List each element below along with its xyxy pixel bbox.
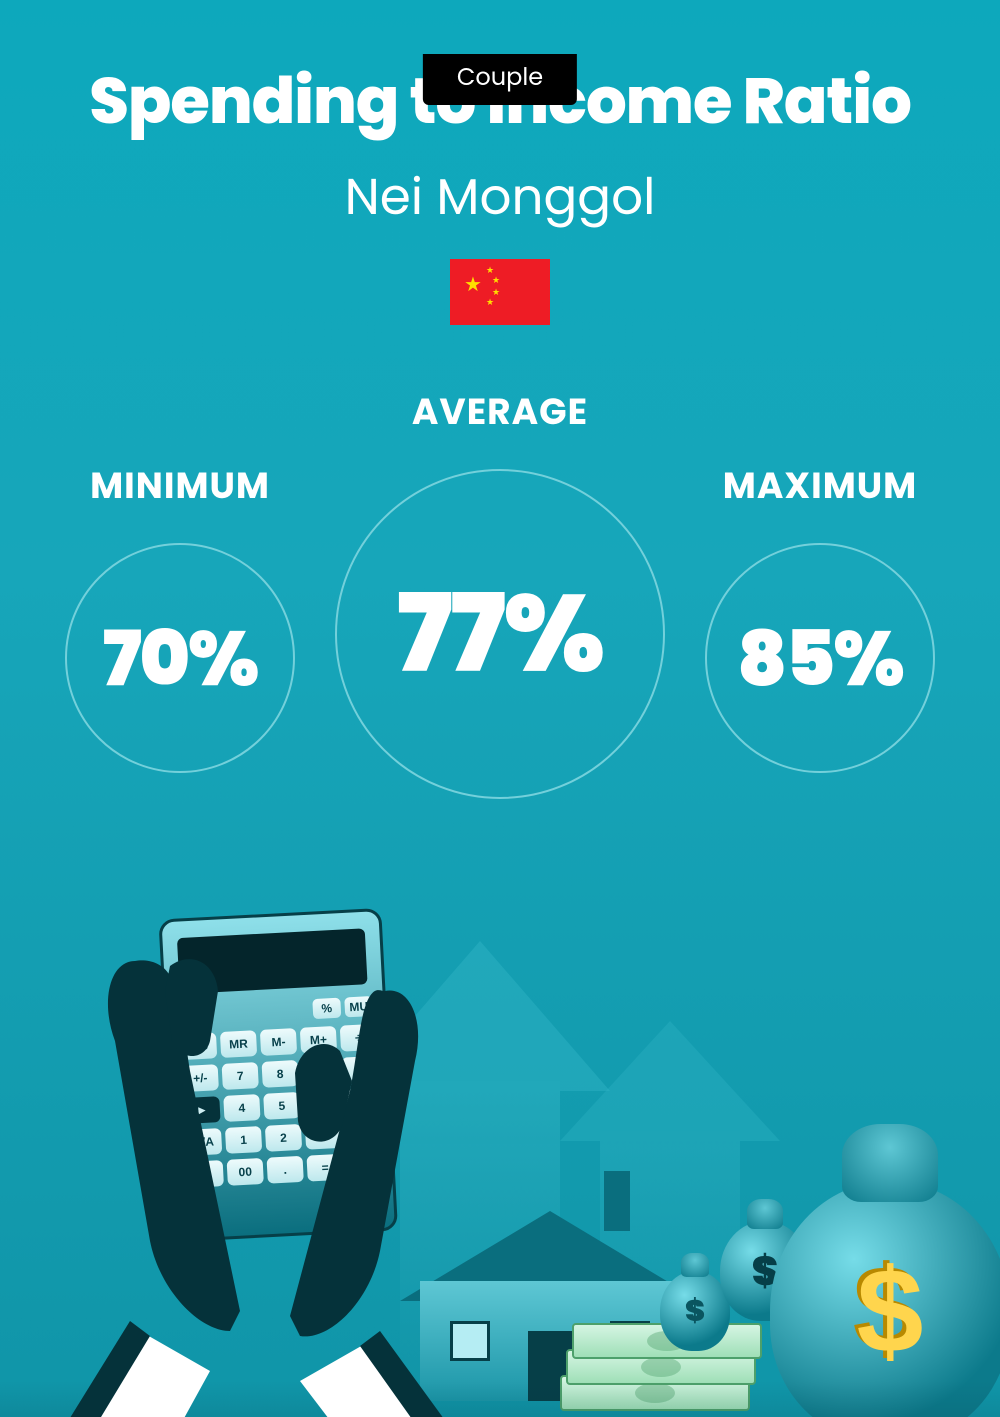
stat-maximum: MAXIMUM 85% bbox=[705, 458, 935, 773]
stat-maximum-circle: 85% bbox=[705, 543, 935, 773]
stat-average-value: 77% bbox=[397, 553, 603, 715]
stat-average-label: AVERAGE bbox=[335, 384, 665, 439]
stat-minimum-value: 70% bbox=[103, 601, 258, 716]
stats-row: MINIMUM 70% AVERAGE 77% MAXIMUM 85% bbox=[0, 384, 1000, 799]
stat-minimum-label: MINIMUM bbox=[65, 458, 295, 513]
svg-text:1: 1 bbox=[240, 1133, 248, 1147]
svg-text:MR: MR bbox=[229, 1037, 249, 1052]
stat-minimum-circle: 70% bbox=[65, 543, 295, 773]
hands-calculator-icon: % MU MC MR M- M+ ÷ +/- 7 8 9 × bbox=[40, 871, 500, 1417]
region-subtitle: Nei Monggol bbox=[0, 159, 1000, 235]
svg-text:2: 2 bbox=[280, 1131, 288, 1145]
svg-text:=: = bbox=[321, 1161, 329, 1175]
svg-text:7: 7 bbox=[237, 1069, 245, 1083]
svg-text:8: 8 bbox=[276, 1067, 284, 1081]
svg-text:+/-: +/- bbox=[193, 1071, 208, 1086]
category-tag: Couple bbox=[423, 54, 577, 105]
stat-maximum-label: MAXIMUM bbox=[705, 458, 935, 513]
stat-minimum: MINIMUM 70% bbox=[65, 458, 295, 773]
stat-maximum-value: 85% bbox=[737, 601, 902, 716]
flag-icon: ★ ★ ★ ★ ★ bbox=[450, 259, 550, 325]
stat-average: AVERAGE 77% bbox=[335, 384, 665, 799]
svg-text:%: % bbox=[321, 1001, 333, 1016]
illustration: $ $ $ % MU bbox=[0, 871, 1000, 1417]
svg-text:00: 00 bbox=[238, 1165, 252, 1180]
stat-average-circle: 77% bbox=[335, 469, 665, 799]
svg-text:M-: M- bbox=[271, 1035, 286, 1050]
svg-text:4: 4 bbox=[238, 1101, 246, 1115]
svg-text:5: 5 bbox=[278, 1099, 286, 1113]
